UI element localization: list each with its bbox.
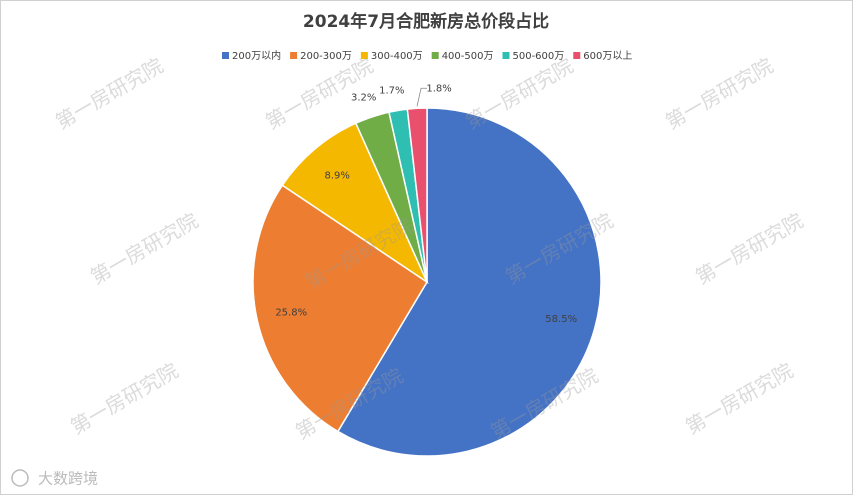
data-label: 8.9%	[324, 171, 349, 182]
data-label: 1.7%	[379, 86, 404, 97]
legend-swatch	[290, 52, 298, 59]
chart-title: 2024年7月合肥新房总价段占比	[303, 11, 549, 32]
pie-slice	[281, 122, 429, 285]
data-label: 3.2%	[351, 93, 376, 104]
leader-line	[416, 87, 428, 107]
legend-swatch	[431, 52, 439, 59]
logo-icon	[11, 469, 29, 487]
legend-label: 400-500万	[442, 51, 494, 62]
legend-label: 300-400万	[371, 51, 423, 62]
legend-swatch	[502, 52, 510, 59]
pie-slice	[252, 184, 429, 433]
legend-label: 600万以上	[583, 50, 632, 62]
legend-label: 200-300万	[300, 51, 352, 62]
legend-swatch	[360, 52, 368, 59]
pie-slice	[336, 107, 602, 457]
legend-label: 200万以内	[232, 49, 281, 62]
legend-label: 500-600万	[512, 51, 564, 62]
pie-slice	[406, 107, 428, 283]
legend-swatch	[222, 52, 229, 59]
logo-text: 大数跨境	[38, 470, 98, 488]
legend-swatch	[573, 52, 581, 59]
data-label: 58.5%	[545, 314, 577, 325]
data-label: 25.8%	[275, 308, 307, 319]
data-label: 1.8%	[426, 83, 451, 94]
